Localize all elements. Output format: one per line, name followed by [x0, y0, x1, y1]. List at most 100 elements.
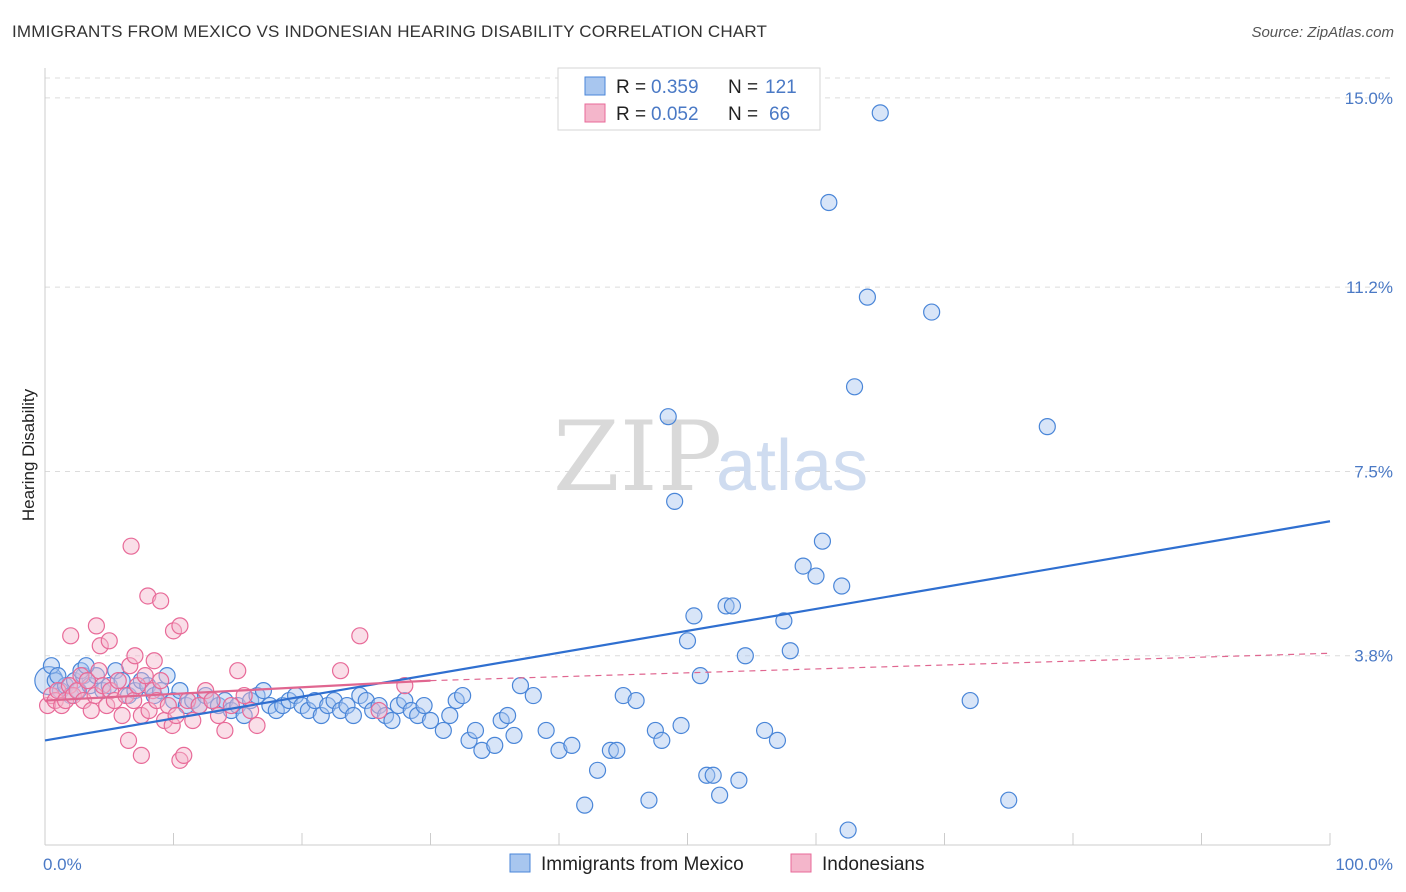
mexico-point [409, 706, 427, 725]
y-axis-label: Hearing Disability [19, 388, 38, 521]
mexico-point [736, 647, 754, 665]
mexico-point [845, 378, 864, 396]
mexico-point [505, 726, 523, 745]
y-tick-label-1: 7.5% [1354, 462, 1393, 481]
indonesian-point [113, 706, 131, 725]
watermark: ZIP atlas [553, 401, 868, 513]
legend-n-value-mexico: 121 [765, 77, 797, 98]
legend-r-label-indonesian: R = [616, 104, 646, 125]
mexico-point [711, 786, 729, 804]
mexico-point [421, 711, 440, 730]
legend-r-value-mexico: 0.359 [651, 77, 699, 98]
x-tick-label-1: 100.0% [1335, 855, 1393, 874]
mexico-point [858, 288, 877, 306]
mexico-point [685, 607, 703, 625]
indonesian-point [175, 746, 193, 764]
indonesian-point [122, 537, 140, 555]
bottom-legend-swatch-mexico [509, 853, 531, 873]
mexico-point [640, 791, 658, 809]
indonesian-point [132, 746, 150, 764]
mexico-point [820, 193, 838, 212]
indonesian-point [121, 657, 139, 675]
mexico-point [601, 741, 620, 759]
mexico-point [653, 731, 671, 750]
x-tick-labels: 0.0% 100.0% [43, 855, 1393, 874]
mexico-point [781, 642, 799, 660]
mexico-point [72, 662, 90, 680]
mexico-point [813, 532, 832, 550]
trend-lines [44, 520, 1331, 742]
legend-swatch-mexico [584, 76, 606, 96]
legend-swatch-indonesian [584, 103, 606, 123]
mexico-point [755, 721, 774, 740]
indonesian-point [152, 592, 170, 610]
mexico-point [441, 706, 459, 725]
mexico-point [460, 731, 478, 750]
legend-r-label-mexico: R = [616, 77, 646, 98]
mexico-point [588, 761, 607, 779]
mexico-point [312, 706, 330, 725]
mexico-point [306, 691, 324, 710]
legend-n-label-mexico: N = [728, 77, 758, 98]
indonesian-point [197, 682, 215, 700]
mexico-point [1000, 791, 1018, 809]
indonesian-point [82, 701, 100, 720]
mexico-point [614, 686, 632, 705]
legend-n-value-indonesian: 66 [769, 104, 790, 125]
mexico-point [1038, 418, 1056, 436]
indonesian-point [248, 716, 266, 735]
mexico-point [338, 696, 356, 715]
indonesian-point [171, 617, 189, 635]
bottom-legend-label-mexico: Immigrants from Mexico [541, 854, 744, 875]
legend-n-label-indonesian: N = [728, 104, 758, 125]
mexico-point [325, 691, 343, 710]
mexico-point [794, 557, 812, 575]
indonesian-point [119, 731, 138, 750]
mexico-point [344, 706, 362, 725]
mexico-point [415, 696, 433, 715]
mexico-point [576, 796, 594, 814]
mexico-point [678, 632, 697, 650]
trend-line-indonesian-extension [430, 652, 1331, 682]
mexico-point [807, 567, 825, 585]
trend-line-mexico [44, 520, 1331, 742]
legend: R = 0.359 N = 121 R = 0.052 N = 66 [557, 67, 821, 131]
x-tick-label-0: 0.0% [43, 855, 82, 874]
bottom-legend-label-indonesian: Indonesians [822, 854, 924, 875]
mexico-point [768, 731, 787, 750]
mexico-point [537, 721, 555, 740]
watermark-zip: ZIP [553, 401, 722, 513]
mexico-point [833, 577, 851, 595]
mexico-point [646, 721, 664, 740]
indonesian-point [78, 672, 97, 690]
indonesian-point [91, 637, 109, 655]
mexico-point [383, 711, 401, 730]
y-tick-label-3: 15.0% [1345, 89, 1393, 108]
mexico-point [42, 657, 61, 675]
mexico-point [454, 686, 472, 705]
mexico-point [396, 691, 414, 710]
trend-line-indonesian [44, 679, 431, 702]
mexico-point [723, 597, 742, 615]
watermark-atlas: atlas [716, 426, 868, 506]
mexico-point [473, 741, 491, 759]
indonesian-point [351, 627, 369, 645]
indonesian-point [87, 617, 106, 635]
bottom-legend-swatch-indonesian [790, 853, 812, 873]
axes [44, 68, 1331, 846]
indonesian-point [167, 706, 185, 725]
mexico-point [499, 706, 517, 725]
indonesian-point [203, 691, 221, 710]
mexico-point [357, 691, 375, 710]
indonesian-point [331, 662, 350, 680]
mexico-point [434, 721, 452, 740]
mexico-point [704, 766, 722, 784]
indonesian-point [139, 587, 157, 605]
mexico-point [608, 741, 626, 759]
mexico-point [691, 667, 709, 685]
indonesian-point [126, 647, 144, 665]
indonesian-point [136, 667, 154, 685]
chart-title: IMMIGRANTS FROM MEXICO VS INDONESIAN HEA… [12, 22, 768, 41]
mexico-point [871, 104, 889, 122]
mexico-point [666, 492, 684, 510]
